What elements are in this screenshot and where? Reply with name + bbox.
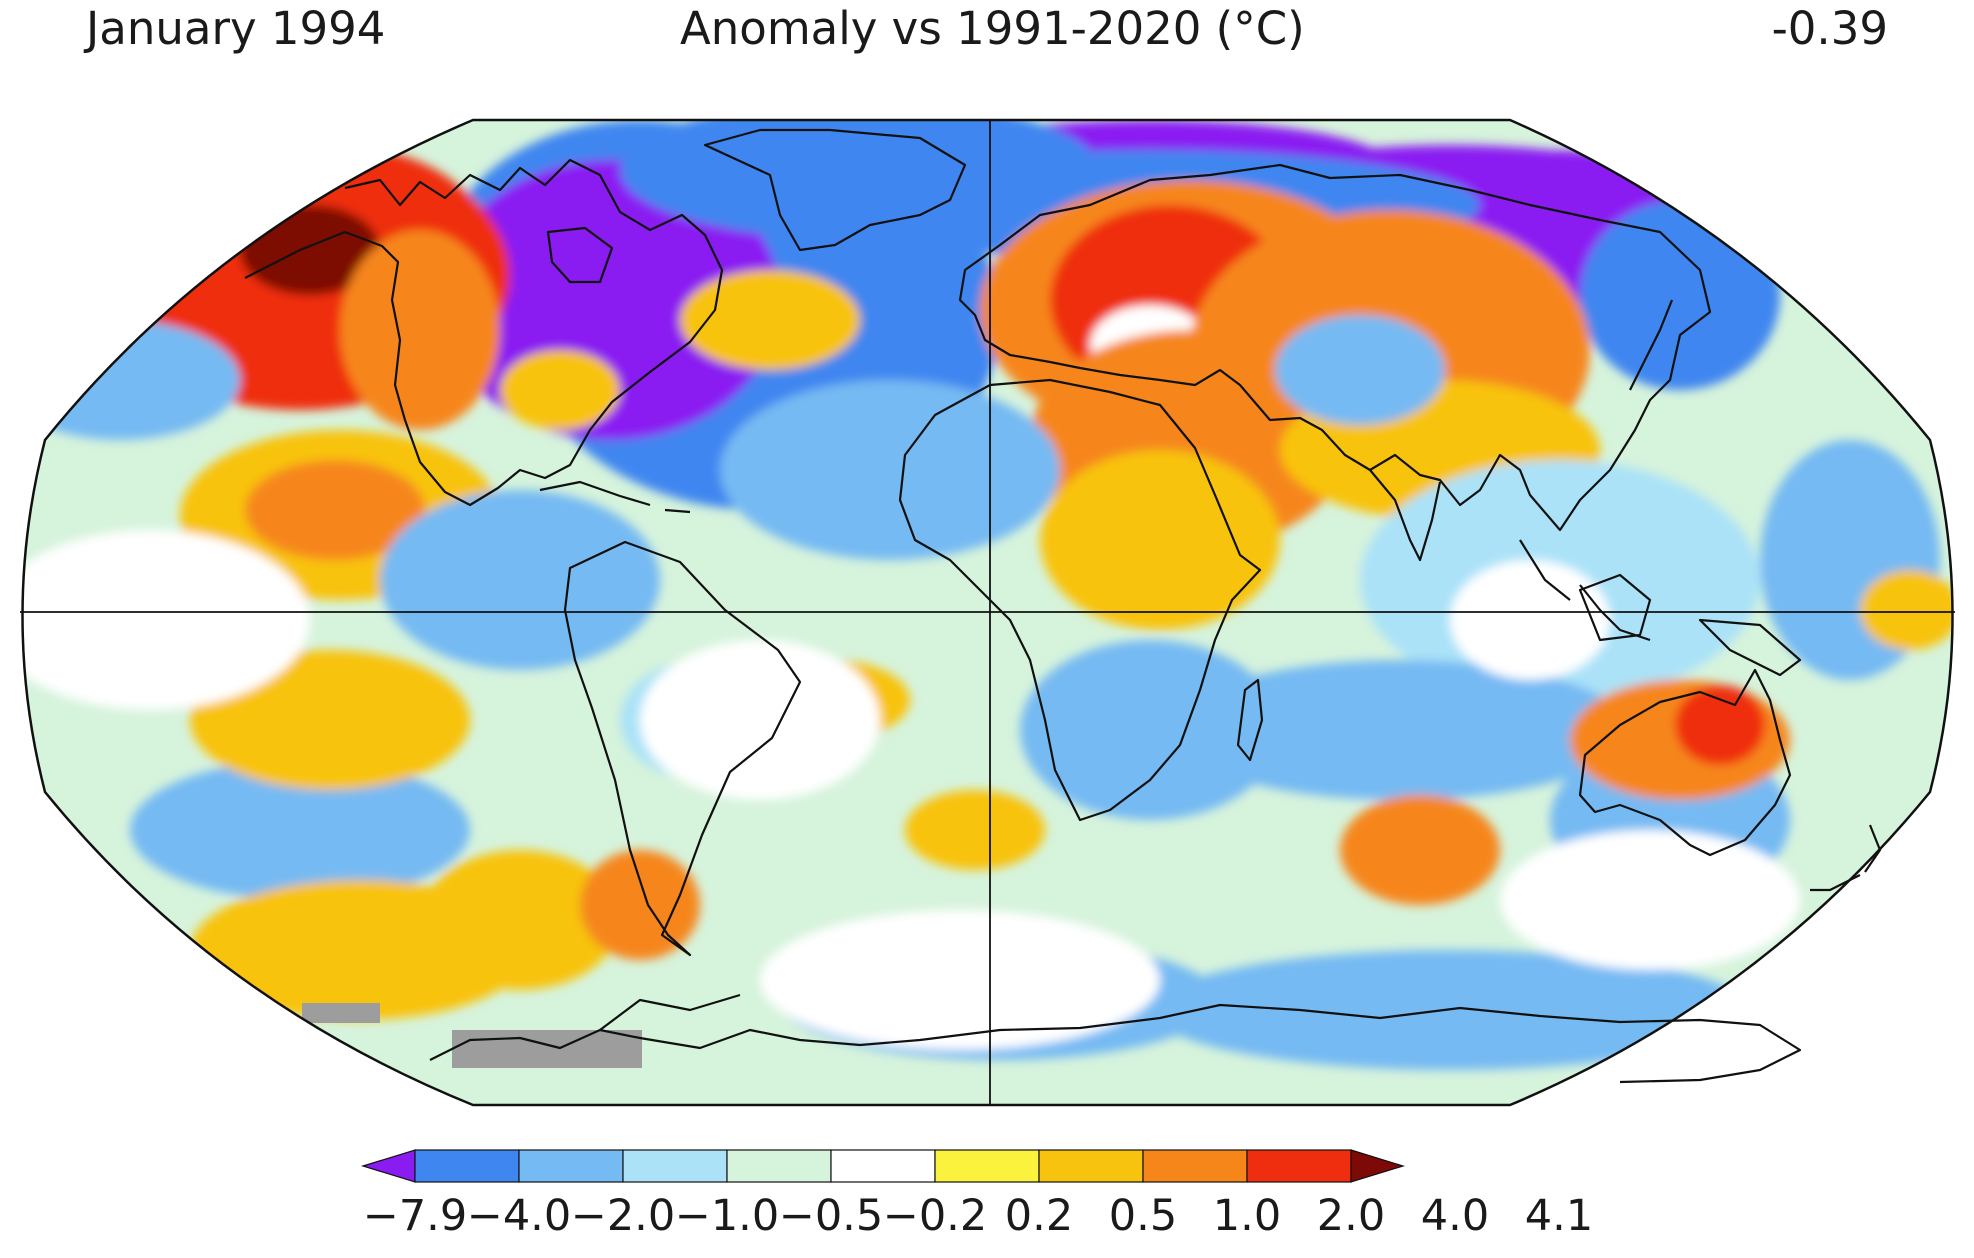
colorbar-swatch — [1350, 1149, 1406, 1183]
anomaly-blob — [760, 910, 1160, 1050]
reference-lines — [20, 120, 1955, 1105]
coast-greenland — [703, 128, 967, 252]
anomaly-blob — [22, 530, 310, 710]
colorbar-tick-label: −0.2 — [882, 1191, 988, 1241]
colorbar-tick-label: 4.0 — [1420, 1191, 1490, 1241]
anomaly-blob — [1020, 640, 1280, 820]
coast-madagascar — [1236, 678, 1264, 762]
colorbar-tick-label: 0.2 — [1004, 1191, 1074, 1241]
colorbar-swatch — [1038, 1149, 1144, 1183]
colorbar-swatch — [414, 1149, 520, 1183]
anomaly-blob — [1450, 560, 1610, 680]
coast-india — [1369, 469, 1442, 562]
anomaly-blob — [1580, 200, 1780, 390]
anomaly-blob — [1275, 315, 1445, 425]
anomaly-blob — [500, 350, 620, 430]
anomaly-blob — [640, 640, 880, 800]
anomaly-blob — [420, 850, 620, 990]
coast-australia — [1578, 668, 1792, 857]
anomaly-blob — [130, 760, 470, 900]
map-frame — [21, 118, 1954, 1107]
colorbar-tick-label: 2.0 — [1316, 1191, 1386, 1241]
anomaly-blob — [1170, 660, 1630, 800]
colorbar-tick-label: −2.0 — [570, 1191, 676, 1241]
colorbar-swatch — [934, 1149, 1040, 1183]
anomaly-blob — [1500, 830, 1800, 970]
colorbar — [360, 1149, 1406, 1183]
colorbar-tick-label: 1.0 — [1212, 1191, 1282, 1241]
colorbar-swatch — [518, 1149, 624, 1183]
coast-africa — [898, 378, 1262, 822]
missing-data-patches — [302, 1003, 642, 1068]
colorbar-swatch — [830, 1149, 936, 1183]
coast-antarctica — [429, 1003, 1802, 1084]
coast-north-america — [244, 158, 724, 507]
anomaly-blob — [720, 380, 1060, 560]
missing-data-patch — [452, 1030, 642, 1068]
coast-europe-asia — [958, 163, 1712, 532]
colorbar-tick-label: −4.0 — [466, 1191, 572, 1241]
colorbar-swatch — [1246, 1149, 1352, 1183]
colorbar-swatch — [726, 1149, 832, 1183]
anomaly-blob — [680, 270, 860, 370]
colorbar-tick-label: 4.1 — [1524, 1191, 1594, 1241]
anomaly-blob — [1860, 570, 1953, 650]
coast-japan — [1629, 299, 1674, 391]
anomaly-blob — [1340, 795, 1500, 905]
anomaly-blob — [22, 320, 240, 440]
coast-caribbean — [539, 480, 691, 514]
anomaly-blob — [340, 230, 500, 430]
anomaly-blob — [1675, 685, 1765, 765]
coast-hudson-bay — [546, 226, 614, 284]
anomaly-blob — [580, 850, 700, 960]
coast-borneo — [1578, 573, 1652, 642]
missing-data-patch — [302, 1003, 380, 1023]
colorbar-tick-label: −0.5 — [778, 1191, 884, 1241]
colorbar-tick-label: −7.9 — [362, 1191, 468, 1241]
coast-antarctic-peninsula — [599, 993, 741, 1031]
coastlines — [244, 128, 1882, 1084]
anomaly-blob — [380, 490, 660, 670]
anomaly-blob — [905, 790, 1045, 870]
colorbar-tick-label: −1.0 — [674, 1191, 780, 1241]
colorbar-tick-label: 0.5 — [1108, 1191, 1178, 1241]
anomaly-blob — [245, 460, 425, 560]
map-date-label: January 1994 — [86, 2, 386, 55]
colorbar-swatch — [360, 1149, 416, 1183]
colorbar-swatch — [1142, 1149, 1248, 1183]
coast-new-guinea — [1698, 618, 1802, 677]
anomaly-blob — [1040, 450, 1280, 630]
colorbar-swatch — [622, 1149, 728, 1183]
coast-south-america — [563, 540, 802, 957]
global-anomaly-value: -0.39 — [1771, 2, 1888, 55]
map-title: Anomaly vs 1991-2020 (°C) — [680, 2, 1305, 55]
